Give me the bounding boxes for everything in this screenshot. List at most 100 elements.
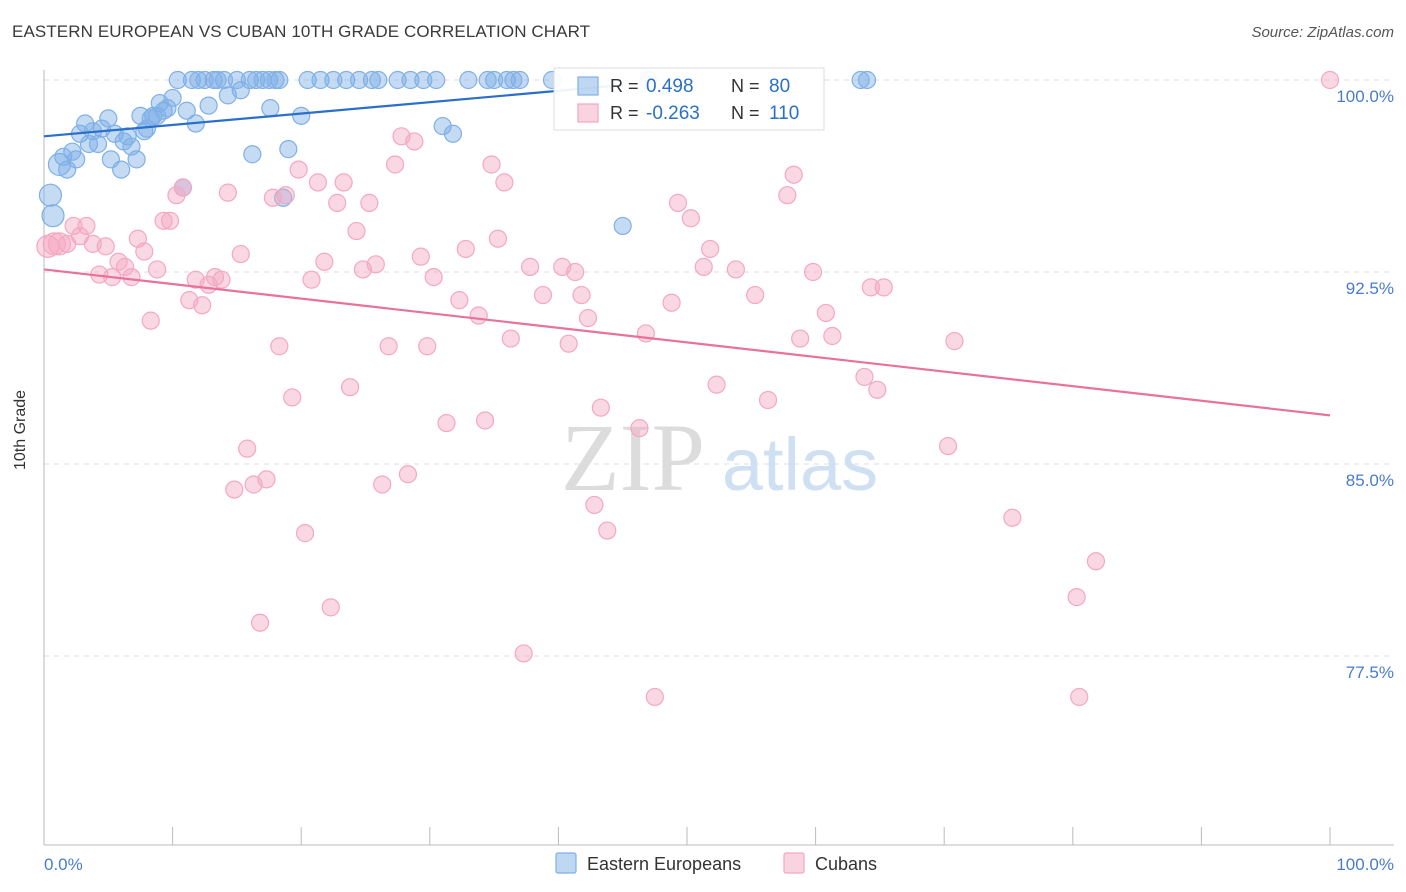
data-point: [437, 413, 456, 433]
data-point: [668, 193, 688, 212]
data-point: [1067, 588, 1086, 607]
data-point: [459, 70, 478, 90]
data-point: [208, 70, 227, 90]
data-point: [261, 99, 280, 118]
data-point: [495, 173, 514, 192]
data-point: [681, 209, 700, 228]
data-point: [572, 285, 591, 305]
data-point: [148, 260, 167, 279]
x-tick-label: 100.0%: [1336, 855, 1394, 874]
data-point: [868, 380, 887, 399]
data-point: [227, 70, 246, 90]
data-point: [182, 70, 201, 90]
data-point: [238, 439, 257, 458]
data-point: [362, 70, 382, 90]
data-point: [311, 70, 330, 90]
data-point: [360, 193, 379, 212]
data-point: [41, 204, 65, 228]
data-point: [938, 436, 958, 456]
stats-r-value: -0.263: [646, 103, 700, 124]
data-point: [746, 285, 765, 305]
watermark: ZIP atlas: [561, 404, 878, 511]
data-point: [154, 211, 173, 230]
data-point: [478, 70, 497, 90]
data-point: [189, 70, 208, 90]
data-point: [521, 257, 540, 276]
stats-n-label: N =: [731, 103, 760, 123]
data-point: [337, 70, 356, 90]
data-point: [270, 70, 289, 90]
data-point: [295, 524, 315, 543]
chart-title: EASTERN EUROPEAN VS CUBAN 10TH GRADE COR…: [12, 22, 591, 41]
data-point: [411, 247, 430, 266]
data-point: [861, 278, 880, 297]
data-point: [122, 268, 141, 287]
data-point: [127, 150, 146, 169]
data-point: [559, 334, 578, 353]
data-point: [321, 598, 340, 617]
data-point: [158, 99, 177, 118]
data-point: [613, 216, 632, 236]
data-point: [857, 70, 877, 90]
data-point: [315, 252, 334, 271]
data-point: [456, 239, 475, 259]
data-point: [398, 465, 418, 484]
data-point: [112, 160, 131, 179]
data-point: [405, 132, 424, 151]
data-point: [218, 183, 237, 202]
data-point: [758, 390, 778, 410]
data-point: [504, 70, 523, 90]
stats-r-label: R =: [610, 103, 639, 123]
data-point: [475, 411, 495, 430]
data-point: [585, 495, 604, 515]
data-point: [173, 178, 192, 197]
data-point: [816, 303, 835, 323]
stats-box-frame: [553, 67, 825, 131]
axes: [43, 70, 1394, 846]
data-point: [283, 388, 302, 407]
data-point: [240, 70, 259, 90]
stats-r-value: 0.498: [646, 76, 694, 97]
data-point: [424, 268, 443, 287]
data-point: [324, 70, 343, 90]
data-point: [578, 308, 598, 328]
x-tick-labels: 0.0% 100.0%: [44, 855, 1394, 874]
data-point: [823, 326, 842, 346]
data-point: [385, 155, 405, 174]
data-point: [38, 183, 63, 207]
data-point: [204, 70, 223, 90]
grid-lines: [44, 79, 1394, 657]
data-point: [168, 70, 187, 90]
data-point: [645, 687, 664, 707]
data-point: [67, 150, 86, 169]
data-point: [298, 70, 317, 90]
data-point: [591, 398, 610, 417]
data-point: [851, 70, 870, 90]
bottom-legend: Eastern Europeans Cubans: [555, 852, 877, 874]
data-point: [289, 160, 308, 179]
data-point: [308, 173, 328, 192]
data-point: [231, 81, 250, 100]
data-point: [135, 242, 154, 261]
data-point: [366, 255, 385, 274]
stats-n-value: 110: [769, 103, 799, 124]
data-point: [694, 257, 713, 276]
data-point: [58, 160, 77, 179]
data-point: [292, 106, 311, 125]
data-point: [510, 70, 529, 90]
data-point: [96, 237, 115, 256]
data-point: [279, 140, 298, 159]
data-point: [501, 329, 520, 348]
stats-swatch: [577, 76, 599, 96]
data-point: [1003, 508, 1022, 527]
series-cubans: [36, 70, 1340, 707]
data-point: [379, 337, 398, 356]
stats-swatch: [577, 103, 599, 123]
data-point: [373, 475, 392, 494]
data-point: [791, 329, 810, 348]
trend-lines: [43, 84, 1331, 417]
data-point: [469, 306, 488, 325]
legend-swatch: [555, 852, 577, 874]
data-point: [450, 291, 469, 310]
data-point: [369, 70, 388, 90]
